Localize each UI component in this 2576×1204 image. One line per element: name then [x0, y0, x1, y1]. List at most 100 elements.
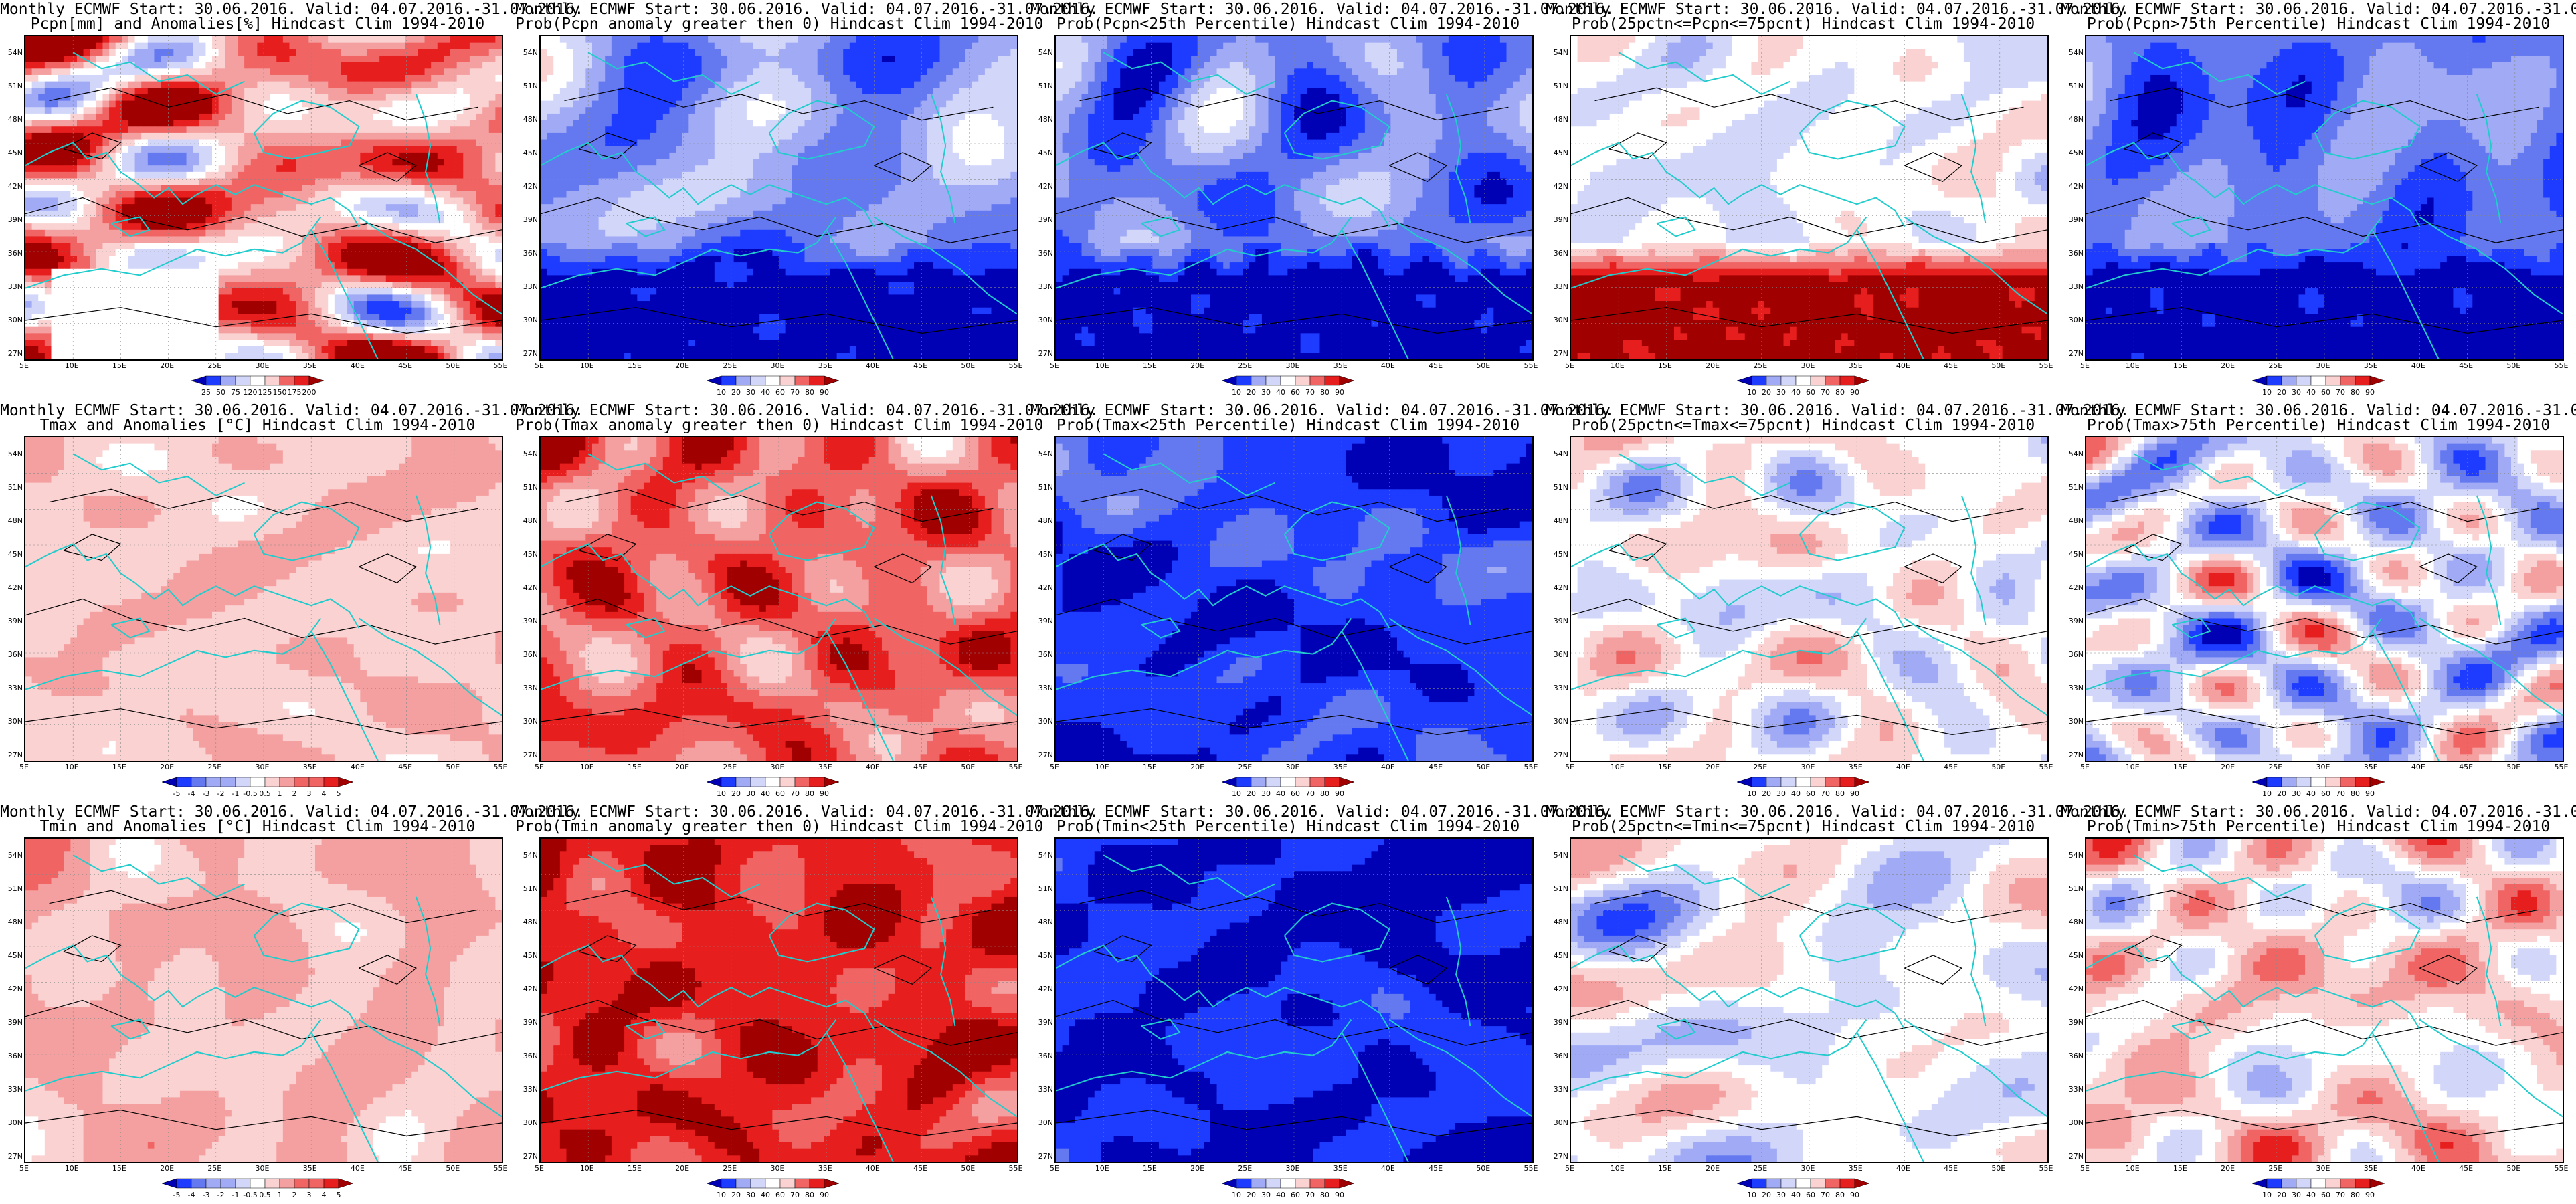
colorbar-label: 40 — [1271, 388, 1291, 397]
colorbar-label: 60 — [770, 1191, 790, 1199]
colorbar-swatch — [794, 1178, 810, 1189]
latitude-tick-label: 54N — [1546, 48, 1568, 57]
coastline — [110, 216, 151, 237]
map-panel: Monthly ECMWF Start: 30.06.2016. Valid: … — [2061, 803, 2576, 1204]
longitude-tick-label: 45E — [1938, 361, 1964, 370]
colorbar-label: 10 — [2257, 1191, 2277, 1199]
colorbar-swatch — [1265, 375, 1281, 386]
longitude-tick-label: 50E — [955, 763, 982, 771]
colorbar-label: 90 — [1845, 1191, 1865, 1199]
colorbar-swatch — [279, 1178, 295, 1189]
longitude-tick-label: 30E — [2310, 361, 2336, 370]
climatology-contour — [1093, 132, 1152, 160]
longitude-tick-label: 55E — [1002, 763, 1029, 771]
coastline — [110, 617, 151, 639]
longitude-tick-label: 20E — [1184, 1164, 1211, 1173]
climatology-contour — [874, 553, 932, 583]
colorbar-label: 40 — [1786, 388, 1806, 397]
climatology-contour — [25, 1110, 502, 1137]
latitude-tick-label: 51N — [1030, 483, 1053, 492]
latitude-tick-label: 45N — [2061, 148, 2084, 157]
colorbar-swatch — [1766, 777, 1782, 787]
colorbar-label: 70 — [1815, 388, 1835, 397]
latitude-tick-label: 33N — [1030, 1085, 1053, 1094]
colorbar-label: -1 — [225, 789, 246, 798]
longitude-tick-label: 10E — [1089, 1164, 1115, 1173]
coastline — [1445, 495, 1471, 625]
climatology-contour — [49, 488, 478, 522]
latitude-tick-label: 33N — [515, 1085, 538, 1094]
climatology-contour — [359, 955, 417, 985]
colorbar-label: 60 — [2316, 1191, 2336, 1199]
longitude-tick-label: 10E — [573, 361, 600, 370]
colorbar-label: 80 — [1830, 388, 1850, 397]
colorbar — [1737, 776, 1869, 788]
colorbar-label: 80 — [1830, 1191, 1850, 1199]
colorbar-label: 10 — [711, 388, 731, 397]
longitude-tick-label: 25E — [1232, 763, 1259, 771]
colorbar-label: 50 — [211, 388, 231, 397]
colorbar-swatch — [220, 1178, 236, 1189]
coastline — [541, 216, 837, 289]
colorbar-label: 70 — [2330, 789, 2351, 798]
map-panel: Monthly ECMWF Start: 30.06.2016. Valid: … — [515, 0, 1099, 401]
colorbar-swatch — [2281, 375, 2297, 386]
latitude-tick-label: 42N — [2061, 985, 2084, 993]
coastline — [1571, 1019, 1867, 1092]
colorbar-swatch — [1795, 777, 1811, 787]
coastline — [358, 216, 502, 315]
longitude-tick-label: 40E — [344, 763, 371, 771]
shaded-field — [1571, 437, 2047, 761]
colorbar-swatch — [1222, 777, 1237, 787]
longitude-tick-label: 25E — [1232, 1164, 1259, 1173]
panel-title-line2: Prob(25pctn<=Tmin<=75pcnt) Hindcast Clim… — [1546, 819, 2061, 835]
map-area — [1054, 35, 1534, 361]
map-panel: Monthly ECMWF Start: 30.06.2016. Valid: … — [0, 803, 583, 1204]
longitude-tick-label: 30E — [1795, 763, 1821, 771]
longitude-tick-label: 20E — [154, 763, 181, 771]
latitude-tick-label: 36N — [515, 1051, 538, 1060]
coastline — [1056, 142, 1390, 227]
colorbar-swatch — [1825, 777, 1841, 787]
colorbar-label: 80 — [800, 1191, 820, 1199]
colorbar-swatch — [1825, 1178, 1841, 1189]
coastline — [768, 501, 875, 561]
colorbar-label: 90 — [1845, 388, 1865, 397]
latitude-tick-label: 30N — [2061, 1118, 2084, 1127]
colorbar-swatch — [1280, 1178, 1296, 1189]
latitude-tick-label: 45N — [515, 550, 538, 559]
coastline — [1571, 617, 1867, 690]
colorbar-swatch — [294, 777, 310, 787]
colorbar — [2252, 1177, 2385, 1189]
climatology-contour — [1056, 999, 1532, 1046]
coastline — [1656, 617, 1696, 639]
longitude-tick-label: 30E — [1279, 361, 1306, 370]
colorbar-label: 60 — [1801, 388, 1821, 397]
climatology-contour — [1594, 890, 2024, 924]
coastline — [2314, 501, 2421, 561]
colorbar-swatch — [2296, 1178, 2312, 1189]
longitude-tick-label: 15E — [1651, 1164, 1678, 1173]
longitude-tick-label: 25E — [201, 1164, 228, 1173]
colorbar-label: 10 — [2257, 789, 2277, 798]
longitude-tick-label: 35E — [1842, 1164, 1869, 1173]
coastline — [626, 216, 666, 237]
colorbar-swatch — [264, 1178, 280, 1189]
latitude-tick-label: 33N — [1030, 282, 1053, 291]
coastline — [826, 1032, 894, 1162]
coastline — [253, 501, 360, 561]
colorbar-swatch — [735, 375, 751, 386]
map-area — [24, 436, 503, 762]
longitude-tick-label: 50E — [955, 1164, 982, 1173]
coastline — [1141, 1019, 1181, 1040]
coastline — [1388, 216, 1532, 315]
coastline — [1103, 453, 1275, 497]
longitude-tick-label: 5E — [2072, 361, 2098, 370]
climatology-contour — [541, 708, 1017, 736]
coastline — [1799, 501, 1906, 561]
colorbar-swatch — [1309, 777, 1325, 787]
longitude-tick-label: 5E — [526, 1164, 553, 1173]
longitude-tick-label: 25E — [717, 361, 743, 370]
map-panel: Monthly ECMWF Start: 30.06.2016. Valid: … — [0, 0, 583, 401]
longitude-tick-label: 5E — [1556, 361, 1583, 370]
